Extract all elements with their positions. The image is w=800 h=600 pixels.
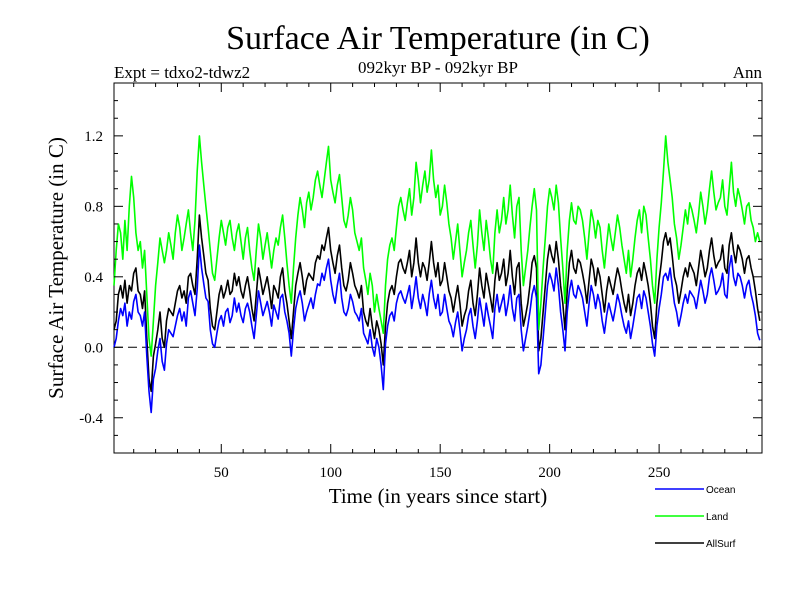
series-layer [113,135,761,414]
x-axis-label: Time (in years since start) [329,484,548,508]
legend-label-allsurf: AllSurf [706,539,736,550]
x-tick-label: 150 [429,465,452,481]
y-tick-label: 1.2 [84,129,103,145]
axis-ticks [114,82,762,454]
plot-frame [113,82,763,454]
x-tick-label: 50 [214,465,229,481]
y-axis-label: Surface Air Temperature (in C) [44,137,68,399]
period-label: 092kyr BP - 092kyr BP [358,58,518,77]
season-label: Ann [733,63,763,82]
y-tick-label: 0.0 [84,340,103,356]
x-tick-label: 100 [319,465,342,481]
y-tick-label: -0.4 [79,411,103,427]
experiment-label: Expt = tdxo2-tdwz2 [114,63,250,82]
x-tick-label: 250 [648,465,671,481]
series-line-ocean [113,244,761,414]
x-tick-label: 200 [538,465,561,481]
legend: Ocean Land AllSurf [655,485,736,550]
legend-label-land: Land [706,512,728,523]
y-tick-label: 0.4 [84,270,103,286]
series-line-land [113,135,761,357]
legend-label-ocean: Ocean [706,485,735,496]
series-line-allsurf [113,214,761,393]
chart-title: Surface Air Temperature (in C) [226,20,650,57]
y-tick-label: 0.8 [84,199,103,215]
tick-labels: 50 100 150 200 250 -0.4 0.0 0.4 0.8 1.2 [79,129,670,481]
